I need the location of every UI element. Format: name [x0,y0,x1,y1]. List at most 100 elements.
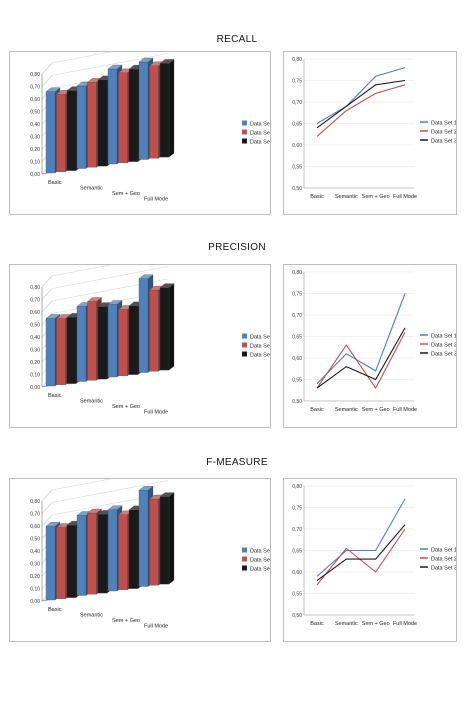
y-tick-label-0: 0,00 [30,385,40,391]
bar-top-2-2 [87,508,102,514]
grid-line-7 [51,480,169,503]
legend-swatch-3 [242,138,247,144]
x-tick-label-2: Semantic [80,613,103,619]
series-line-2 [316,84,406,137]
series-line-1 [316,293,406,385]
x-tick-label-3: Sem + Geo [112,618,140,624]
bar-side-3-4 [168,492,175,585]
legend-label-2: Data Set 2 [250,558,270,564]
grid-depth-6 [41,514,53,527]
legend-label-3: Data Set 3 [250,567,270,573]
grid-depth-7 [41,502,53,514]
y-tick-label-5: 0,50 [30,323,40,329]
y-tick-label-8: 0,80 [30,285,40,291]
bar-1-4 [138,490,149,587]
grid-depth-8 [41,62,53,75]
legend-swatch-3 [242,351,247,357]
y-tick-label-6: 0,80 [292,270,302,276]
y-tick-label-6: 0,60 [30,524,40,530]
y-tick-label-1: 0,10 [30,373,40,379]
bar-3-1 [66,90,77,171]
grid-depth-7 [41,288,53,300]
x-tick-label-4: Full Mode [393,194,417,200]
bar-top-1-1 [45,314,61,319]
bar-1-4 [138,61,149,160]
recall-title: RECALL [216,34,258,45]
bar-3-1 [66,524,77,598]
legend-label-2: Data Set 2 [250,131,270,137]
x-tick-label-2: Semantic [335,621,358,627]
bar-1-1 [45,526,56,601]
x-tick-label-3: Sem + Geo [362,407,390,413]
x-tick-label-4: Full Mode [144,410,168,416]
x-tick-label-4: Full Mode [144,197,168,203]
grid-depth-8 [41,275,53,288]
x-tick-label-1: Basic [310,194,324,200]
x-tick-label-2: Semantic [80,186,103,192]
legend-swatch-1 [242,120,247,126]
bar-1-1 [45,318,56,387]
bar-2-3 [118,309,128,376]
y-tick-label-0: 0,00 [30,599,40,605]
legend-label-3: Data Set 3 [431,139,456,145]
precision-line-svg: 0,50 0,55 0,60 0,65 0,70 0,75 0,80 Basic Semanti… [292,270,456,413]
bar-top-3-4 [159,492,175,497]
legend-label-2: Data Set 2 [431,343,456,349]
bar-2-3 [118,514,128,590]
y-tick-label-5: 0,75 [292,292,302,298]
series-line-2 [316,528,406,586]
precision-line-chart: 0,50 0,55 0,60 0,65 0,70 0,75 0,80 Basic Semanti… [283,264,457,428]
legend-label-1: Data Set 1 [431,121,456,127]
legend-label-3: Data Set 3 [431,352,456,358]
x-tick-label-3: Sem + Geo [112,191,140,197]
x-tick-label-4: Full Mode [393,621,417,627]
y-tick-label-1: 0,55 [292,592,302,598]
x-tick-label-2: Semantic [335,194,358,200]
bar-2-2 [87,512,97,595]
y-tick-label-3: 0,65 [292,122,302,128]
bar-2-4 [149,289,159,372]
legend-swatch-3 [242,565,247,571]
legend-label-1: Data Set 1 [431,334,456,340]
f-measure-line-chart: 0,50 0,55 0,60 0,65 0,70 0,75 0,80 Basic Semanti… [283,478,457,642]
y-tick-label-4: 0,70 [292,100,302,106]
y-tick-label-5: 0,75 [292,506,302,512]
y-tick-label-2: 0,20 [30,574,40,580]
y-tick-label-3: 0,65 [292,549,302,555]
y-tick-label-3: 0,65 [292,335,302,341]
bar-2-1 [56,94,66,172]
x-tick-label-1: Basic [310,621,324,627]
x-tick-label-1: Basic [310,407,324,413]
y-tick-label-0: 0,50 [292,613,302,619]
legend-label-3: Data Set 3 [250,353,270,359]
bar-3-1 [66,317,77,384]
bar-3-3 [128,68,139,162]
legend-swatch-1 [242,333,247,339]
x-tick-label-2: Semantic [80,399,103,405]
y-tick-label-4: 0,40 [30,122,40,128]
y-tick-label-5: 0,75 [292,79,302,85]
bar-3-3 [128,305,139,375]
grid-line-7 [51,266,169,289]
bar-top-1-4 [138,486,154,491]
y-tick-label-0: 0,00 [30,172,40,178]
bar-top-1-3 [107,505,123,510]
x-tick-label-3: Sem + Geo [362,194,390,200]
series-line-1 [316,498,406,577]
bar-1-2 [76,306,87,382]
y-tick-label-4: 0,40 [30,335,40,341]
legend-swatch-1 [242,547,247,553]
legend-label-2: Data Set 2 [250,344,270,350]
y-tick-label-1: 0,10 [30,587,40,593]
x-tick-label-3: Sem + Geo [112,404,140,410]
bar-2-1 [56,527,66,599]
x-tick-label-4: Full Mode [144,624,168,630]
bar-1-2 [76,85,87,169]
legend-swatch-2 [242,342,247,348]
x-tick-label-3: Sem + Geo [362,621,390,627]
recall-bar-chart: 0,00 0,10 0,20 0,30 0,40 0,50 0,60 0,70 0,80 Basi… [9,51,271,215]
bar-3-2 [97,79,108,167]
recall-bar-svg: 0,00 0,10 0,20 0,30 0,40 0,50 0,60 0,70 0,80 Basi… [30,52,270,203]
bar-2-3 [118,72,128,163]
bar-side-3-4 [168,59,175,158]
